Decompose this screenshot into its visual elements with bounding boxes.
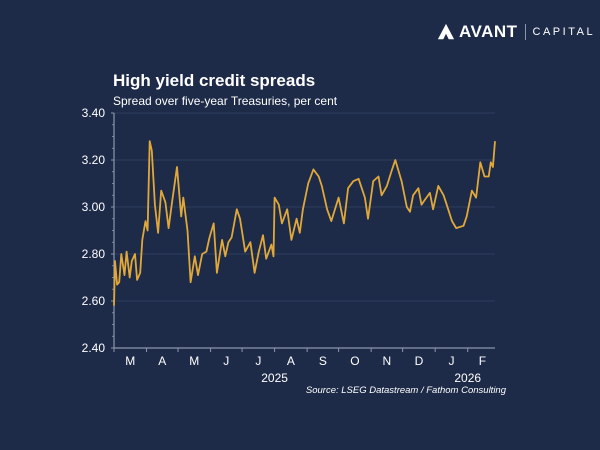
x-tick-label: N xyxy=(383,354,392,368)
brand-suffix: CAPITAL xyxy=(532,26,596,38)
brand-divider xyxy=(524,24,526,40)
y-tick-label: 2.40 xyxy=(82,341,106,355)
x-tick-label: D xyxy=(415,354,424,368)
x-tick-label: F xyxy=(479,354,486,368)
y-tick-label: 3.40 xyxy=(82,106,106,120)
x-tick-label: J xyxy=(255,354,261,368)
x-tick-label: A xyxy=(158,354,166,368)
x-tick-label: S xyxy=(319,354,327,368)
x-tick-label: M xyxy=(189,354,199,368)
x-tick-label: J xyxy=(223,354,229,368)
series-line xyxy=(113,140,496,306)
chart-title: High yield credit spreads xyxy=(113,71,316,90)
avant-logo-icon xyxy=(437,23,455,40)
y-tick-label: 2.80 xyxy=(82,247,106,261)
year-label: 2026 xyxy=(454,371,481,385)
chart-source: Source: LSEG Datastream / Fathom Consult… xyxy=(305,385,506,396)
x-tick-label: O xyxy=(350,354,359,368)
y-tick-label: 3.00 xyxy=(82,200,106,214)
chart-subtitle: Spread over five-year Treasuries, per ce… xyxy=(113,94,338,108)
brand-logo: AVANT CAPITAL xyxy=(437,22,595,42)
x-tick-label: A xyxy=(287,354,295,368)
x-tick-label: M xyxy=(125,354,135,368)
brand-name: AVANT xyxy=(459,22,518,41)
y-tick-label: 3.20 xyxy=(82,153,106,167)
year-label: 2025 xyxy=(261,371,288,385)
x-tick-label: J xyxy=(448,354,454,368)
y-tick-label: 2.60 xyxy=(82,294,106,308)
